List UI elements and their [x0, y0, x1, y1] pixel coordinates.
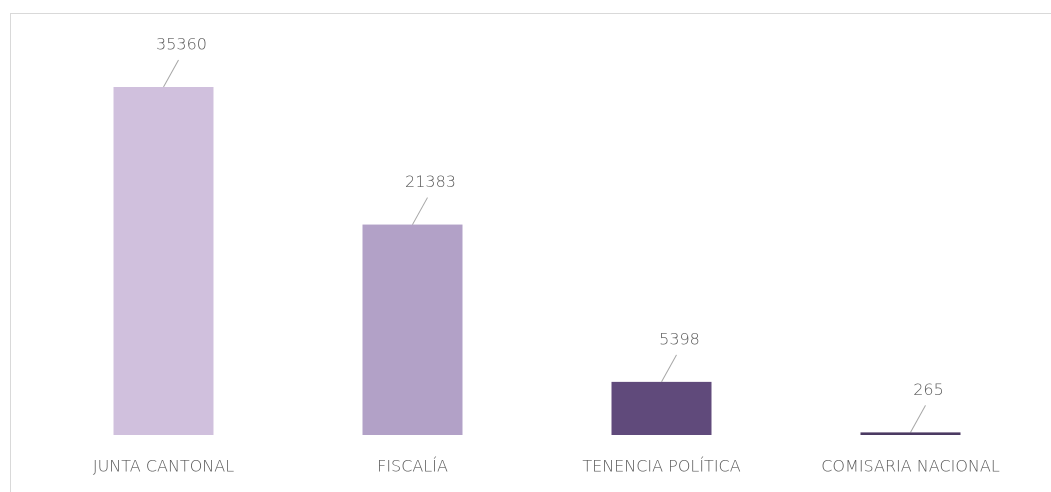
bar	[611, 381, 712, 435]
data-label: 21383	[405, 172, 456, 191]
data-label: 5398	[659, 329, 700, 348]
x-tick-label: COMISARIA NACIONAL	[821, 457, 1000, 476]
bar	[860, 432, 961, 435]
bar	[362, 224, 463, 435]
x-tick-label: TENENCIA POLÍTICA	[582, 457, 740, 476]
leader-line	[910, 405, 926, 433]
x-tick-label: FISCALÍA	[377, 457, 448, 476]
leader-line	[412, 197, 428, 225]
leader-line	[163, 59, 179, 88]
chart-border	[10, 13, 1051, 492]
x-tick-label: JUNTA CANTONAL	[93, 457, 234, 476]
leader-line	[661, 354, 677, 383]
data-label: 265	[913, 380, 944, 399]
bar	[113, 87, 214, 435]
data-label: 35360	[156, 35, 207, 54]
